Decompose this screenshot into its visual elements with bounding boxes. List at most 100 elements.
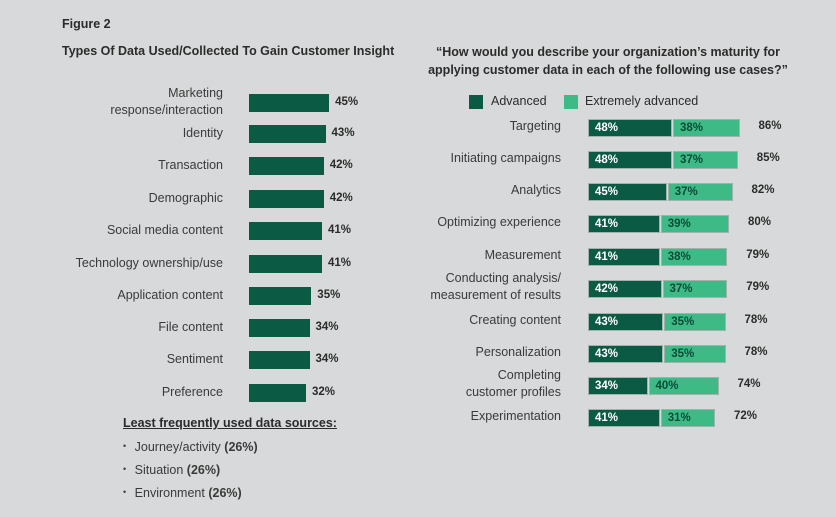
bar — [249, 287, 312, 305]
bar-extremely-advanced: 37% — [673, 151, 738, 169]
bar — [249, 190, 324, 208]
category-label-line: Marketing — [168, 86, 223, 100]
total-label: 85% — [756, 152, 780, 164]
category-label: Demographic — [149, 190, 223, 207]
data-label: 45% — [335, 96, 359, 108]
bar-advanced: 43% — [588, 313, 664, 331]
bar — [249, 351, 310, 369]
category-label-line: Initiating campaigns — [450, 150, 561, 165]
category-label-line: File content — [158, 319, 223, 334]
legend-swatch-advanced — [469, 95, 483, 109]
category-label: Optimizing experience — [437, 214, 561, 231]
category-label-line: Completing — [497, 368, 561, 382]
total-label: 78% — [744, 346, 768, 358]
bar-extremely-advanced: 31% — [660, 409, 715, 427]
bullet-icon: • — [123, 464, 129, 474]
bullet-icon: • — [123, 487, 129, 497]
total-label: 82% — [751, 184, 775, 196]
category-label-line: Transaction — [158, 157, 223, 172]
bar — [249, 255, 322, 273]
total-label: 74% — [737, 378, 761, 390]
total-label: 86% — [758, 120, 782, 132]
bar-advanced: 34% — [588, 377, 648, 395]
bar — [249, 125, 326, 143]
category-label: Application content — [117, 287, 223, 304]
bar-advanced: 45% — [588, 183, 667, 201]
category-label: Sentiment — [167, 351, 223, 368]
total-label: 79% — [746, 281, 770, 293]
legend-label-extremely-advanced: Extremely advanced — [585, 94, 699, 108]
data-label: 34% — [315, 353, 339, 365]
category-label-line: Sentiment — [166, 351, 223, 366]
category-label: Technology ownership/use — [76, 255, 223, 272]
bar-advanced: 41% — [588, 409, 660, 427]
bar-advanced: 43% — [588, 345, 664, 363]
least-frequent-heading: Least frequently used data sources: — [123, 416, 337, 430]
category-label: Transaction — [158, 157, 223, 174]
category-label-line: Preference — [161, 384, 223, 399]
category-label-line: Technology ownership/use — [75, 255, 223, 270]
category-label-line: Application content — [117, 287, 223, 302]
bar — [249, 94, 330, 112]
bar-extremely-advanced: 37% — [667, 183, 733, 201]
category-label-line: Experimentation — [470, 408, 561, 423]
data-label: 43% — [331, 127, 355, 139]
category-label-line: measurement of results — [430, 288, 561, 302]
category-label: Measurement — [485, 247, 561, 264]
total-label: 80% — [748, 216, 772, 228]
bar — [249, 157, 324, 175]
category-label-line: Measurement — [484, 247, 561, 262]
bullet-icon: • — [123, 441, 129, 451]
category-label: Identity — [183, 125, 223, 142]
category-label: Targeting — [510, 118, 561, 135]
category-label: Experimentation — [471, 408, 561, 425]
category-label: Conducting analysis/measurement of resul… — [430, 270, 561, 304]
bar — [249, 222, 322, 240]
data-label: 32% — [311, 386, 335, 398]
category-label-line: Social media content — [106, 222, 223, 237]
data-label: 35% — [317, 289, 341, 301]
least-frequent-item: • Journey/activity (26%) — [123, 440, 258, 454]
category-label-line: Conducting analysis/ — [445, 271, 561, 285]
category-label: Social media content — [107, 222, 223, 239]
item-label: Environment — [134, 486, 205, 500]
item-value: (26%) — [186, 463, 221, 477]
total-label: 72% — [734, 410, 758, 422]
data-label: 34% — [315, 321, 339, 333]
least-frequent-item: • Situation (26%) — [123, 463, 220, 477]
bar-advanced: 48% — [588, 151, 672, 169]
data-label: 42% — [329, 192, 353, 204]
left-chart-title: Types Of Data Used/Collected To Gain Cus… — [62, 44, 395, 58]
bar-advanced: 48% — [588, 119, 672, 137]
category-label-line: Identity — [182, 125, 223, 140]
item-value: (26%) — [224, 440, 258, 454]
bar-extremely-advanced: 38% — [673, 119, 740, 137]
figure-label: Figure 2 — [62, 17, 111, 31]
item-value: (26%) — [208, 486, 242, 500]
category-label: Creating content — [469, 312, 561, 329]
least-frequent-item: • Environment (26%) — [123, 486, 242, 500]
item-label: Situation — [134, 463, 184, 477]
bar-extremely-advanced: 38% — [660, 248, 728, 266]
legend-swatch-extremely-advanced — [564, 95, 578, 109]
bar — [249, 384, 306, 402]
data-label: 41% — [327, 224, 351, 236]
category-label: Analytics — [511, 182, 561, 199]
category-label: File content — [158, 319, 223, 336]
category-label-line: Targeting — [509, 118, 561, 133]
data-label: 42% — [329, 159, 353, 171]
total-label: 78% — [744, 314, 768, 326]
bar-advanced: 41% — [588, 248, 660, 266]
bar-extremely-advanced: 39% — [660, 215, 729, 233]
category-label-line: Optimizing experience — [437, 214, 561, 229]
data-label: 41% — [327, 257, 351, 269]
bar-extremely-advanced: 37% — [662, 280, 728, 298]
category-label-line: customer profiles — [465, 385, 561, 399]
total-label: 79% — [746, 249, 770, 261]
category-label-line: Personalization — [475, 344, 561, 359]
bar-extremely-advanced: 35% — [664, 313, 726, 331]
category-label-line: Analytics — [510, 182, 561, 197]
category-label-line: Creating content — [469, 312, 561, 327]
category-label: Marketing response/interaction — [110, 85, 223, 119]
legend-label-advanced: Advanced — [491, 94, 547, 108]
